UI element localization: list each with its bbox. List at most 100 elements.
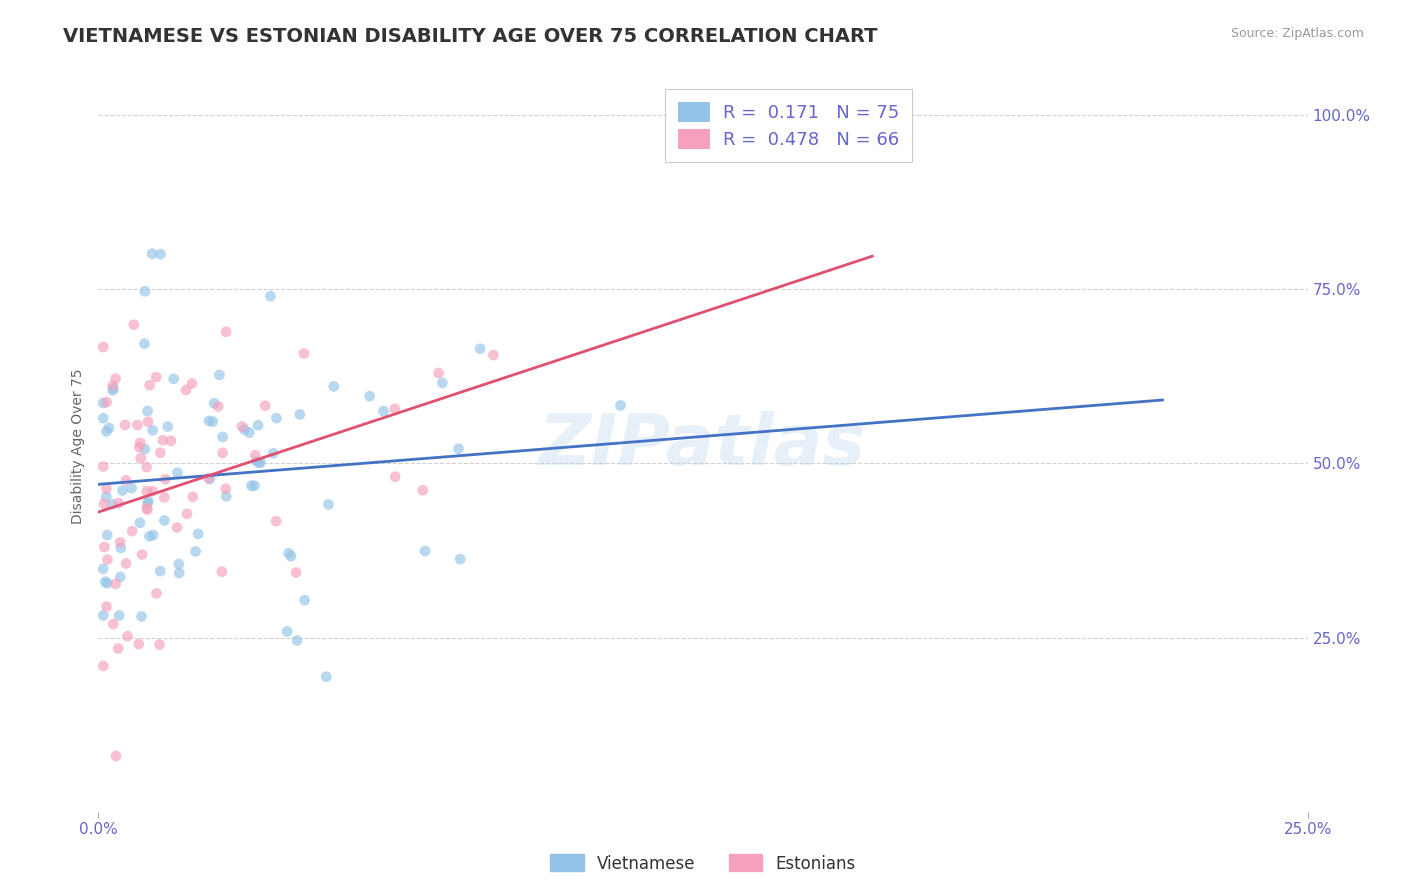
- Point: [318, 497, 340, 511]
- Point: [288, 408, 311, 422]
- Point: [427, 366, 450, 380]
- Point: [167, 566, 190, 580]
- Point: [264, 514, 287, 528]
- Point: [93, 497, 115, 511]
- Point: [202, 396, 225, 410]
- Point: [110, 541, 132, 555]
- Point: [432, 376, 454, 390]
- Text: VIETNAMESE VS ESTONIAN DISABILITY AGE OVER 75 CORRELATION CHART: VIETNAMESE VS ESTONIAN DISABILITY AGE OV…: [63, 27, 877, 45]
- Text: Source: ZipAtlas.com: Source: ZipAtlas.com: [1230, 27, 1364, 40]
- Point: [114, 417, 136, 432]
- Point: [148, 638, 170, 652]
- Point: [198, 472, 221, 486]
- Point: [121, 524, 143, 538]
- Point: [149, 564, 172, 578]
- Point: [145, 586, 167, 600]
- Point: [181, 490, 204, 504]
- Point: [107, 641, 129, 656]
- Point: [91, 396, 114, 410]
- Point: [107, 496, 129, 510]
- Point: [359, 389, 381, 403]
- Point: [215, 325, 238, 339]
- Point: [163, 372, 186, 386]
- Point: [198, 414, 221, 428]
- Point: [262, 446, 284, 460]
- Point: [201, 415, 224, 429]
- Point: [136, 404, 159, 418]
- Point: [136, 415, 159, 429]
- Point: [101, 379, 124, 393]
- Point: [104, 749, 127, 764]
- Point: [373, 404, 395, 418]
- Point: [142, 528, 165, 542]
- Point: [135, 460, 157, 475]
- Y-axis label: Disability Age Over 75: Disability Age Over 75: [72, 368, 86, 524]
- Point: [121, 481, 143, 495]
- Point: [214, 482, 236, 496]
- Point: [138, 529, 160, 543]
- Point: [184, 544, 207, 558]
- Point: [115, 474, 138, 488]
- Point: [211, 565, 233, 579]
- Point: [141, 246, 163, 260]
- Point: [134, 285, 156, 299]
- Point: [93, 540, 115, 554]
- Point: [166, 466, 188, 480]
- Point: [101, 497, 124, 511]
- Point: [122, 318, 145, 332]
- Point: [96, 425, 118, 439]
- Point: [128, 516, 150, 530]
- Point: [149, 247, 172, 261]
- Point: [128, 637, 150, 651]
- Point: [91, 562, 114, 576]
- Point: [135, 501, 157, 516]
- Point: [207, 400, 229, 414]
- Point: [96, 576, 118, 591]
- Point: [249, 455, 271, 469]
- Legend: R =  0.171   N = 75, R =  0.478   N = 66: R = 0.171 N = 75, R = 0.478 N = 66: [665, 89, 911, 161]
- Point: [167, 557, 190, 571]
- Point: [91, 459, 114, 474]
- Point: [176, 507, 198, 521]
- Point: [197, 471, 219, 485]
- Point: [101, 383, 124, 397]
- Point: [96, 528, 118, 542]
- Point: [149, 446, 172, 460]
- Point: [136, 494, 159, 508]
- Point: [254, 399, 277, 413]
- Point: [103, 617, 125, 632]
- Point: [91, 411, 114, 425]
- Point: [135, 484, 157, 499]
- Point: [285, 566, 308, 580]
- Point: [108, 535, 131, 549]
- Point: [285, 633, 308, 648]
- Point: [110, 570, 132, 584]
- Point: [187, 527, 209, 541]
- Point: [413, 544, 436, 558]
- Point: [181, 376, 204, 391]
- Point: [104, 577, 127, 591]
- Point: [94, 574, 117, 589]
- Point: [128, 440, 150, 454]
- Point: [117, 629, 139, 643]
- Point: [96, 599, 118, 614]
- Point: [91, 659, 114, 673]
- Point: [160, 434, 183, 448]
- Point: [211, 446, 233, 460]
- Point: [129, 451, 152, 466]
- Point: [153, 491, 176, 505]
- Point: [243, 478, 266, 492]
- Point: [131, 548, 153, 562]
- Point: [233, 423, 256, 437]
- Point: [384, 401, 406, 416]
- Point: [292, 346, 315, 360]
- Legend: Vietnamese, Estonians: Vietnamese, Estonians: [544, 847, 862, 880]
- Point: [136, 502, 159, 516]
- Point: [447, 442, 470, 456]
- Point: [240, 479, 263, 493]
- Point: [247, 418, 270, 433]
- Point: [155, 472, 177, 486]
- Point: [131, 609, 153, 624]
- Point: [134, 442, 156, 457]
- Point: [266, 411, 288, 425]
